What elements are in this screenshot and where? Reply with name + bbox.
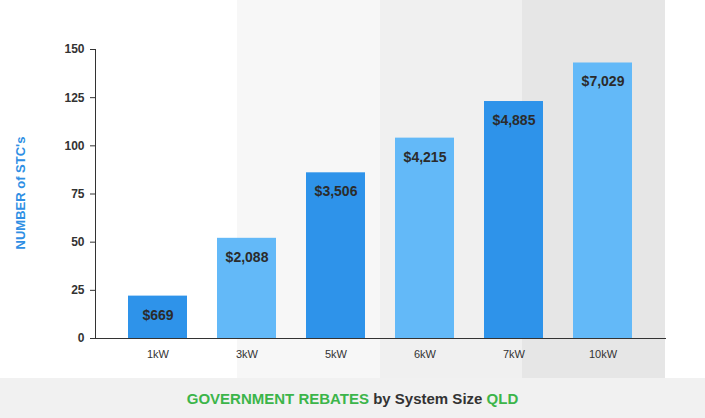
svg-text:10kW: 10kW <box>589 348 618 360</box>
svg-text:$669: $669 <box>142 307 173 323</box>
svg-text:6kW: 6kW <box>414 348 437 360</box>
svg-text:$7,029: $7,029 <box>582 73 625 89</box>
svg-text:50: 50 <box>71 235 85 249</box>
svg-text:$3,506: $3,506 <box>315 183 358 199</box>
svg-text:125: 125 <box>64 91 84 105</box>
svg-text:25: 25 <box>71 283 85 297</box>
svg-text:75: 75 <box>71 187 85 201</box>
svg-text:1kW: 1kW <box>147 348 170 360</box>
html-text:NUMBER of STC's: NUMBER of STC's <box>12 136 28 250</box>
svg-text:100: 100 <box>64 139 84 153</box>
svg-text:3kW: 3kW <box>236 348 259 360</box>
svg-text:5kW: 5kW <box>325 348 348 360</box>
svg-text:$4,215: $4,215 <box>404 149 447 165</box>
svg-text:$2,088: $2,088 <box>226 249 269 265</box>
svg-text:7kW: 7kW <box>503 348 526 360</box>
svg-text:$4,885: $4,885 <box>493 112 536 128</box>
svg-text:150: 150 <box>64 42 84 56</box>
html-text:GOVERNMENT REBATES by System S: GOVERNMENT REBATES by System Size QLD <box>186 389 519 407</box>
svg-text:0: 0 <box>78 331 85 345</box>
